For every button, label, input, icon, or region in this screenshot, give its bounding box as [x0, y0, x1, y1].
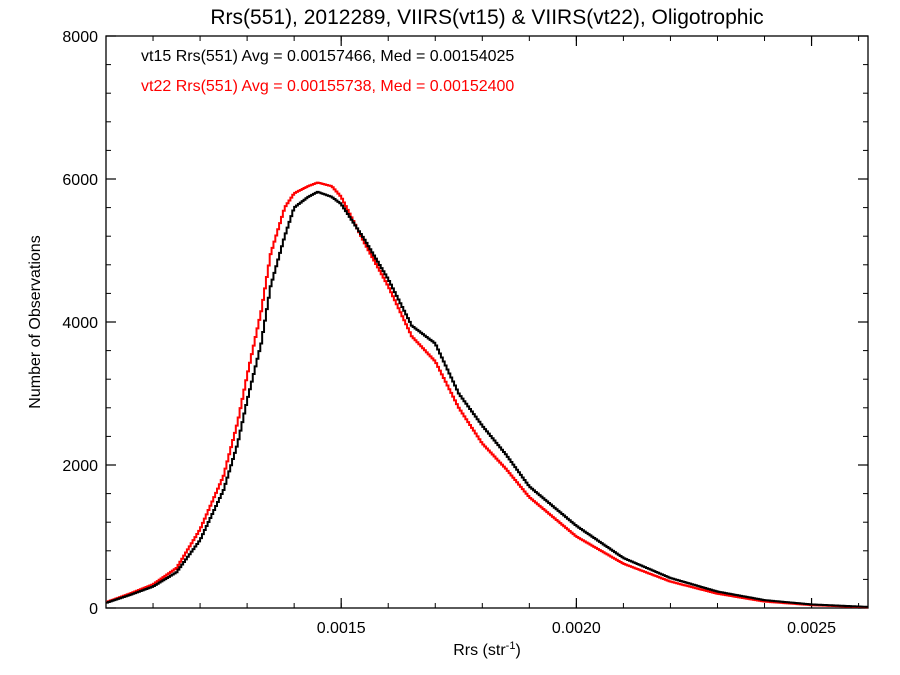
y-tick-label-4: 8000: [62, 29, 98, 46]
y-axis-ticks: 0 2000 4000 6000 8000: [62, 29, 868, 618]
series-annotation-vt22: vt22 Rrs(551) Avg = 0.00155738, Med = 0.…: [141, 78, 514, 95]
chart-title: Rrs(551), 2012289, VIIRS(vt15) & VIIRS(v…: [210, 6, 763, 29]
x-axis-label-text: Rrs (str: [453, 642, 506, 659]
y-axis-label: Number of Observations: [27, 235, 44, 408]
x-axis-label-close: ): [515, 642, 520, 659]
x-axis-label-superscript: -1: [506, 640, 516, 652]
y-tick-label-1: 2000: [62, 458, 98, 475]
x-axis-ticks: 0.0015 0.0020 0.0025: [105, 36, 860, 637]
x-tick-label-0: 0.0015: [317, 620, 366, 637]
x-tick-label-1: 0.0020: [552, 620, 601, 637]
y-tick-label-2: 4000: [62, 315, 98, 332]
x-tick-label-2: 0.0025: [787, 620, 836, 637]
series-line-0: [106, 190, 868, 608]
y-tick-label-0: 0: [89, 601, 98, 618]
y-tick-label-3: 6000: [62, 172, 98, 189]
series-annotation-vt15: vt15 Rrs(551) Avg = 0.00157466, Med = 0.…: [141, 48, 514, 65]
series-layer: [106, 181, 868, 609]
x-axis-label: Rrs (str-1): [453, 640, 521, 659]
series-line-1: [106, 181, 868, 609]
plot-frame: [105, 35, 869, 609]
